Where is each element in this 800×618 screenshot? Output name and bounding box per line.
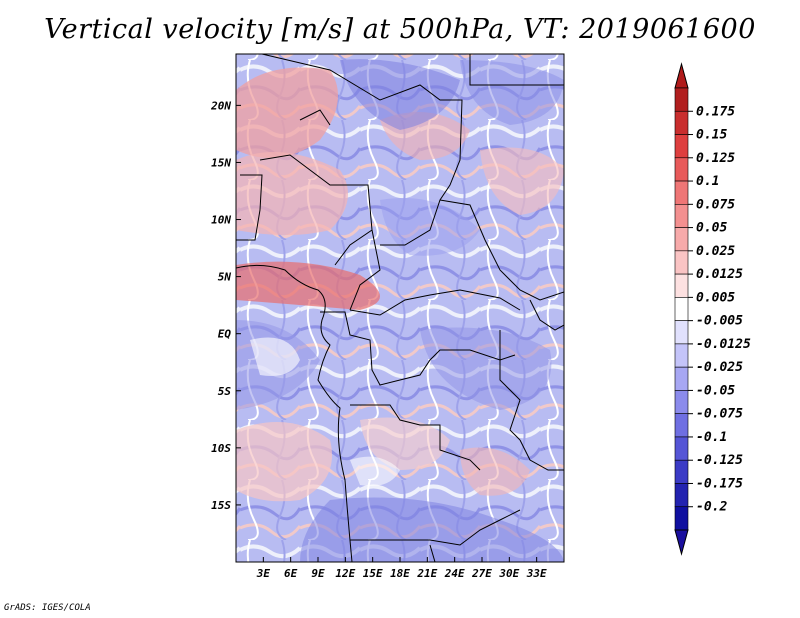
colorbar-label: -0.125 <box>696 453 743 468</box>
colorbar-segment <box>674 87 689 112</box>
colorbar-segment <box>674 134 689 159</box>
colorbar-segment <box>674 343 689 368</box>
colorbar-segment <box>674 436 689 461</box>
x-tick-label: 18E <box>390 567 410 580</box>
x-tick-label: 9E <box>311 567 325 580</box>
colorbar-label: 0.025 <box>696 244 735 259</box>
colorbar-label: -0.0125 <box>696 337 751 352</box>
x-tick-label: 30E <box>498 567 519 580</box>
colorbar-segment <box>674 273 689 298</box>
y-tick-label: 10S <box>211 442 231 455</box>
colorbar-segment <box>674 110 689 135</box>
colorbar-segment <box>674 390 689 414</box>
colorbar-label: 0.125 <box>696 151 735 166</box>
latitude-axis: 20N 15N 10N 5N EQ 5S 10S 15S <box>210 99 241 512</box>
colorbar-label: 0.175 <box>696 104 735 119</box>
colorbar-label: -0.025 <box>696 360 743 375</box>
x-tick-label: 6E <box>284 567 298 580</box>
colorbar-segment <box>674 180 689 205</box>
vertical-velocity-field <box>236 54 564 562</box>
y-tick-label: 5N <box>218 271 232 284</box>
colorbar-label: 0.1 <box>696 174 719 189</box>
colorbar-top-arrow <box>674 62 689 89</box>
chart-title: Vertical velocity [m/s] at 500hPa, VT: 2… <box>44 14 756 45</box>
x-tick-label: 15E <box>363 567 383 580</box>
y-tick-label: 15N <box>211 156 231 169</box>
colorbar-segment <box>674 320 689 345</box>
colorbar-segment <box>674 506 689 531</box>
colorbar-label: -0.1 <box>696 430 727 445</box>
colorbar-label: 0.0125 <box>696 267 743 282</box>
x-tick-label: 27E <box>471 567 492 580</box>
x-tick-label: 33E <box>526 567 547 580</box>
y-tick-label: 15S <box>211 499 231 512</box>
grads-credit: GrADS: IGES/COLA <box>4 603 91 613</box>
longitude-axis: 3E 6E 9E 12E 15E 18E 21E 24E 27E 30E 33E <box>256 557 547 580</box>
colorbar-label: -0.005 <box>696 314 743 329</box>
colorbar-label: 0.05 <box>696 221 727 236</box>
colorbar: 0.175 0.15 0.125 0.1 0.075 0.05 0.025 0.0125 0.0… <box>674 62 751 556</box>
x-tick-label: 12E <box>335 567 355 580</box>
colorbar-label: 0.075 <box>696 197 735 212</box>
colorbar-segment <box>674 413 689 438</box>
y-tick-label: 5S <box>218 385 232 398</box>
y-tick-label: 10N <box>211 214 231 227</box>
colorbar-label: 0.15 <box>696 128 727 143</box>
colorbar-segment <box>674 204 689 228</box>
colorbar-segment <box>674 297 689 321</box>
colorbar-segment <box>674 459 689 484</box>
colorbar-label: -0.2 <box>696 500 727 515</box>
colorbar-label: -0.175 <box>696 476 743 491</box>
colorbar-segment <box>674 483 689 508</box>
country-boundaries <box>236 54 564 562</box>
colorbar-label: -0.075 <box>696 407 743 422</box>
x-tick-label: 3E <box>256 567 271 580</box>
colorbar-segment <box>674 366 689 391</box>
colorbar-label: 0.005 <box>696 290 735 305</box>
colorbar-bottom-arrow <box>674 529 689 556</box>
colorbar-segment <box>674 250 689 275</box>
x-tick-label: 21E <box>416 567 437 580</box>
x-tick-label: 24E <box>444 567 465 580</box>
colorbar-segment <box>674 227 689 252</box>
y-tick-label: 20N <box>210 99 231 112</box>
colorbar-segment <box>674 157 689 182</box>
colorbar-label: -0.05 <box>696 383 735 398</box>
y-tick-label: EQ <box>218 328 232 341</box>
